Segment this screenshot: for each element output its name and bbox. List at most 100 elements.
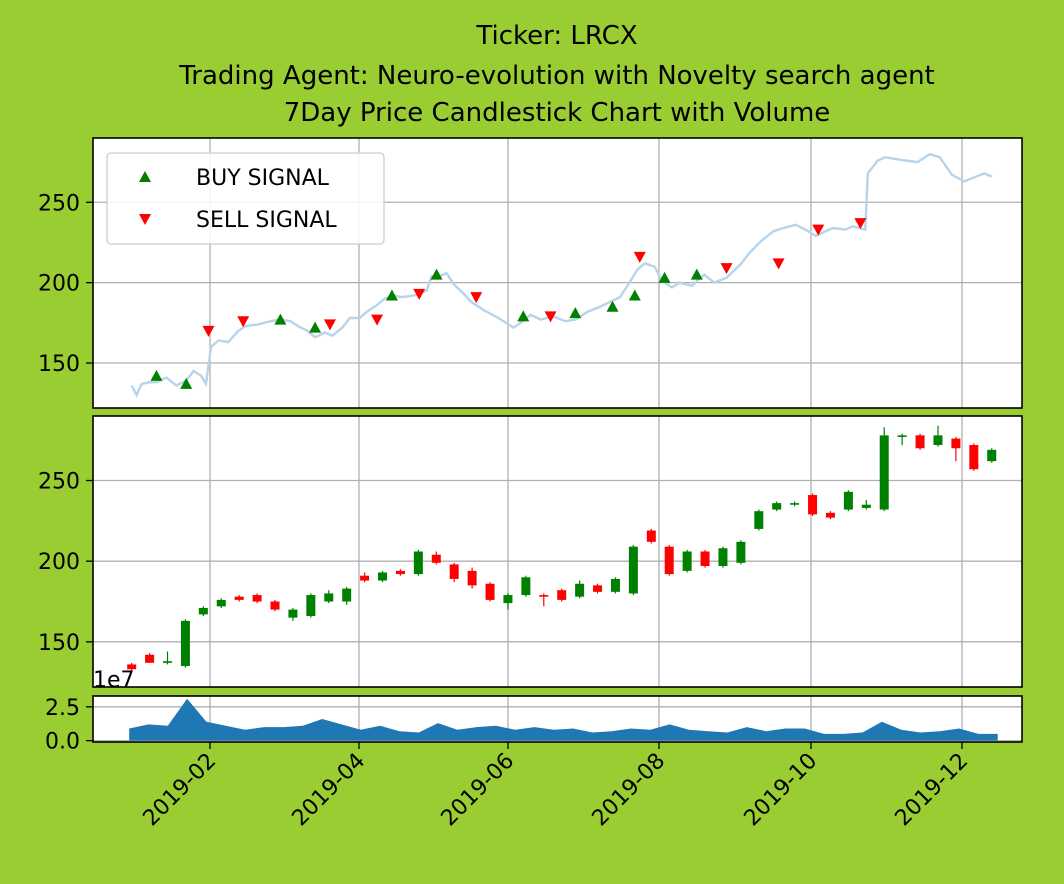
candle-body — [808, 495, 818, 515]
candle-body — [790, 503, 800, 505]
candle-body — [270, 601, 280, 610]
buy-signal-marker — [569, 307, 582, 319]
candle-body — [378, 572, 388, 581]
candle-body — [252, 595, 262, 602]
candle-body — [897, 435, 907, 437]
candle-body — [951, 438, 961, 449]
price-panel-frame — [92, 137, 1023, 409]
sell-signal-marker — [772, 258, 785, 270]
legend-box — [106, 152, 385, 245]
candle-body — [180, 620, 190, 667]
x-tick-label: 2019-12 — [891, 749, 974, 832]
candle-body — [772, 503, 782, 510]
candle-body — [198, 607, 208, 615]
sell-signal-marker — [812, 224, 825, 236]
candle-body — [682, 551, 692, 571]
sell-signal-marker — [323, 319, 336, 331]
candle-body — [664, 546, 674, 575]
candle-body — [575, 583, 585, 597]
candle-body — [145, 654, 155, 663]
candle-body — [216, 599, 226, 607]
candle-body — [324, 593, 334, 602]
candle-body — [915, 435, 925, 449]
candle-body — [736, 541, 746, 563]
buy-signal-marker — [385, 289, 398, 301]
candle-body — [342, 588, 352, 602]
volume-panel-frame — [92, 695, 1023, 743]
buy-signal-marker — [430, 268, 443, 280]
chart-title-subtitle: 7Day Price Candlestick Chart with Volume — [284, 98, 831, 128]
price-panel-ytick-label: 200 — [38, 272, 80, 297]
candle-body — [987, 449, 997, 462]
price-line — [130, 152, 993, 398]
chart-title-agent: Trading Agent: Neuro-evolution with Nove… — [178, 61, 935, 91]
candle-body — [646, 530, 656, 542]
candle-body — [825, 512, 835, 518]
candle-body — [539, 595, 549, 597]
buy-signal-marker — [274, 313, 287, 325]
sell-signal-marker — [202, 325, 215, 337]
volume-panel: 0.0 2.5 1e7 — [45, 668, 1023, 755]
x-tick-label: 2019-04 — [288, 749, 371, 832]
candle-body — [610, 578, 620, 592]
candle-body — [843, 491, 853, 510]
candle-panel-ytick-label: 150 — [38, 631, 80, 656]
sell-signal-marker — [470, 292, 483, 304]
candle-body — [628, 546, 638, 594]
buy-signal-marker — [658, 271, 671, 283]
candle-body — [467, 570, 477, 586]
sell-signal-marker — [413, 288, 426, 300]
sell-signal-marker — [854, 218, 867, 230]
volume-panel-ytick-label: 0.0 — [45, 730, 80, 755]
sell-signal-marker — [720, 263, 733, 275]
x-axis: 2019-02 2019-04 2019-06 2019-08 2019-10 2019-… — [139, 742, 974, 832]
candle-body — [503, 595, 513, 604]
x-tick-label: 2019-06 — [437, 749, 520, 832]
candle-body — [127, 664, 137, 670]
sell-signal-marker — [633, 251, 646, 263]
x-tick-label: 2019-02 — [139, 749, 222, 832]
candle-body — [306, 595, 316, 617]
candle-body — [360, 575, 370, 581]
buy-signal-marker — [309, 321, 322, 333]
candle-body — [861, 504, 871, 508]
sell-signal-marker — [237, 316, 250, 328]
legend-buy-marker — [139, 171, 151, 182]
buy-signal-marker — [606, 300, 619, 312]
legend-buy-label: BUY SIGNAL — [196, 166, 330, 191]
candle-panel-frame — [92, 415, 1023, 688]
price-panel: 150 200 250 BUY SIGNAL SELL SIGNAL — [38, 137, 1023, 409]
candle-body — [413, 551, 423, 575]
candle-body — [485, 583, 495, 600]
candle-panel: 150 200 250 — [38, 415, 1023, 688]
x-tick-label: 2019-08 — [588, 749, 671, 832]
chart-title-ticker: Ticker: LRCX — [475, 21, 637, 51]
volume-exponent-label: 1e7 — [93, 668, 135, 693]
sell-signal-marker — [371, 314, 384, 326]
x-tick-label: 2019-10 — [740, 749, 823, 832]
buy-signal-marker — [628, 289, 641, 301]
candle-panel-ytick-label: 250 — [38, 470, 80, 495]
candle-body — [969, 445, 979, 470]
candle-body — [700, 551, 710, 567]
volume-area — [129, 698, 998, 741]
legend-sell-label: SELL SIGNAL — [196, 208, 337, 233]
candle-body — [718, 548, 728, 567]
candle-body — [288, 609, 298, 618]
buy-signal-marker — [150, 369, 163, 381]
candle-body — [933, 435, 943, 446]
sell-signal-marker — [544, 311, 557, 323]
candle-body — [449, 564, 459, 579]
candle-body — [521, 577, 531, 596]
candle-body — [879, 435, 889, 510]
buy-signal-marker — [690, 268, 703, 280]
buy-signal-marker — [180, 377, 193, 389]
candle-body — [163, 661, 173, 663]
legend: BUY SIGNAL SELL SIGNAL — [106, 152, 385, 245]
price-panel-ytick-label: 250 — [38, 191, 80, 216]
candle-body — [754, 511, 764, 529]
candle-body — [395, 570, 405, 575]
candle-panel-ytick-label: 200 — [38, 550, 80, 575]
legend-sell-marker — [139, 214, 151, 225]
